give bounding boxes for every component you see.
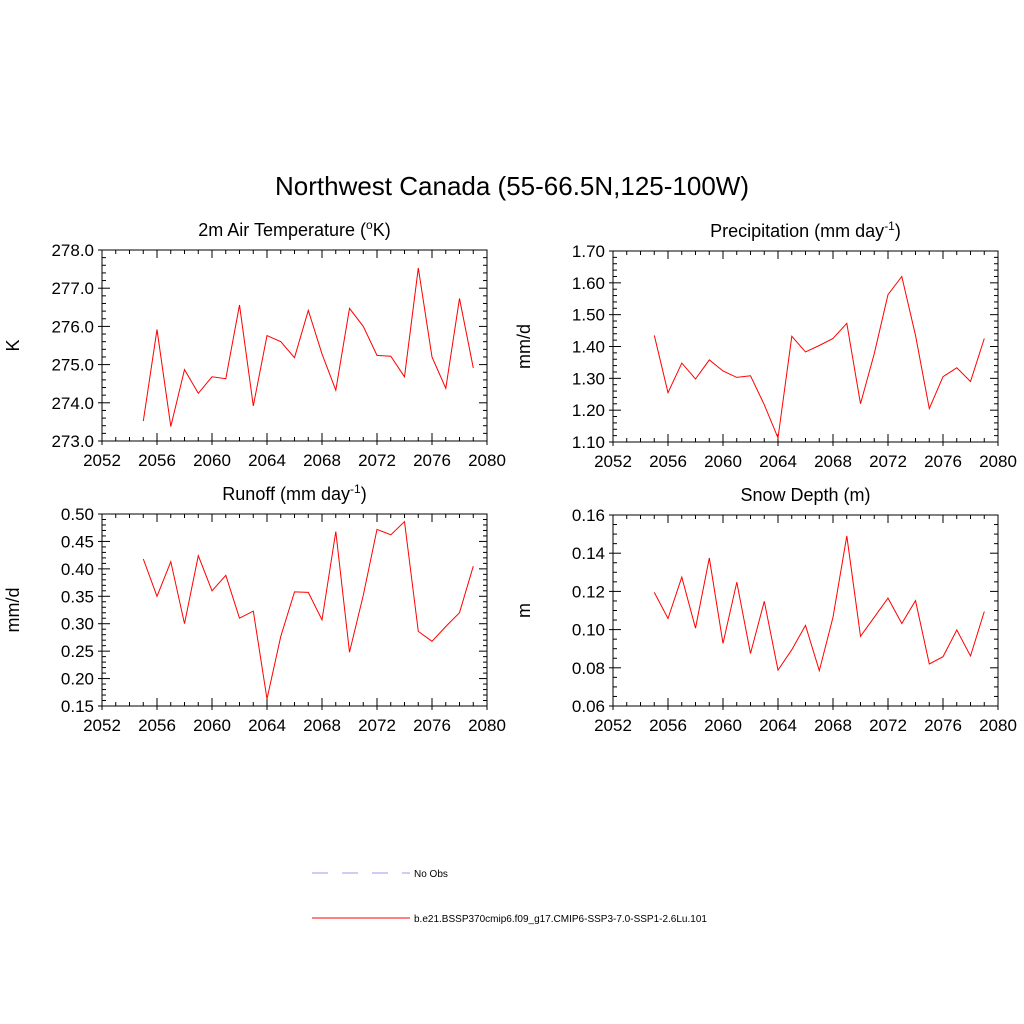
y-tick-label: 0.08 [572,659,605,678]
x-tick-label: 2056 [138,451,176,470]
x-tick-label: 2052 [594,452,632,471]
x-tick-label: 2056 [649,452,687,471]
series-line [142,267,474,427]
panel-precipitation: Precipitation (mm day-1) mm/d 2052 2056 2060… [514,219,1017,471]
x-tick-label: 2080 [979,452,1017,471]
y-tick-label: 1.40 [572,338,605,357]
x-tick-label: 2064 [248,451,286,470]
panel-title-suffix: K) [373,220,391,240]
panel-title-superscript: -1 [884,219,895,233]
y-tick-label: 0.12 [572,582,605,601]
x-tick-label: 2060 [704,716,742,735]
y-axis-label: mm/d [514,324,534,369]
x-tick-label: 2076 [924,452,962,471]
y-tick-label: 1.20 [572,401,605,420]
y-tick-label: 0.20 [61,670,94,689]
y-tick-label: 278.0 [51,241,94,260]
x-tick-label: 2068 [814,452,852,471]
y-tick-label: 276.0 [51,317,94,336]
x-tick-label: 2068 [814,716,852,735]
plot-frame [612,250,999,443]
x-tick-label: 2052 [83,451,121,470]
x-tick-label: 2072 [869,716,907,735]
panel-title-suffix: ) [361,484,367,504]
panel-title: 2m Air Temperature (oK) [198,218,390,240]
panel-title-text: Runoff (mm day [222,484,350,504]
x-tick-label: 2072 [358,716,396,735]
y-tick-label: 0.16 [572,506,605,525]
y-tick-label: 273.0 [51,432,94,451]
panel-title-superscript: -1 [350,482,361,496]
y-tick-label: 0.10 [572,621,605,640]
legend: No Obs b.e21.BSSP370cmip6.f09_g17.CMIP6-… [312,869,707,925]
x-tick-label: 2080 [979,716,1017,735]
panel-title: Snow Depth (m) [740,485,870,505]
panel-air-temperature: 2m Air Temperature (oK) K 2052 2056 2060 2064… [3,218,506,470]
y-tick-label: 1.30 [572,369,605,388]
y-tick-label: 0.40 [61,560,94,579]
panel-title-suffix: ) [895,221,901,241]
y-tick-label: 0.35 [61,587,94,606]
x-tick-label: 2072 [869,452,907,471]
y-tick-label: 1.50 [572,306,605,325]
series-line [653,535,985,673]
y-tick-label: 277.0 [51,279,94,298]
x-tick-label: 2072 [358,451,396,470]
y-axis-label: mm/d [3,588,23,633]
series-line [653,275,985,440]
series-line [142,520,474,700]
panel-title: Runoff (mm day-1) [222,482,366,504]
y-tick-label: 0.50 [61,505,94,524]
y-tick-label: 0.15 [61,697,94,716]
x-tick-label: 2068 [303,451,341,470]
legend-model-label: b.e21.BSSP370cmip6.f09_g17.CMIP6-SSP3-7.… [414,914,707,925]
y-tick-label: 0.30 [61,615,94,634]
x-tick-label: 2064 [759,452,797,471]
x-tick-label: 2060 [704,452,742,471]
x-tick-label: 2060 [193,451,231,470]
x-tick-label: 2064 [248,716,286,735]
panel-title-text: Snow Depth (m) [740,485,870,505]
x-tick-label: 2080 [468,716,506,735]
y-axis-label: K [3,339,23,351]
panel-snow-depth: Snow Depth (m) m 2052 2056 2060 2064 2068 2072 2… [514,485,1017,735]
x-tick-label: 2060 [193,716,231,735]
y-tick-label: 275.0 [51,356,94,375]
x-tick-label: 2076 [924,716,962,735]
y-tick-label: 0.14 [572,544,605,563]
panel-title-text: Precipitation (mm day [710,221,884,241]
legend-no-obs-label: No Obs [414,869,448,880]
y-tick-label: 0.45 [61,532,94,551]
x-tick-label: 2068 [303,716,341,735]
panel-title: Precipitation (mm day-1) [710,219,901,241]
panel-runoff: Runoff (mm day-1) mm/d 2052 2056 2060 2064 206… [3,482,506,735]
x-tick-label: 2064 [759,716,797,735]
x-tick-label: 2076 [413,716,451,735]
x-tick-label: 2052 [594,716,632,735]
y-tick-label: 0.25 [61,642,94,661]
y-axis-label: m [514,603,534,618]
panel-title-superscript: o [366,218,373,232]
y-tick-label: 274.0 [51,394,94,413]
x-tick-label: 2056 [138,716,176,735]
panel-title-text: 2m Air Temperature ( [198,220,366,240]
x-tick-label: 2076 [413,451,451,470]
y-tick-label: 0.06 [572,697,605,716]
y-tick-label: 1.10 [572,433,605,452]
y-tick-label: 1.70 [572,242,605,261]
x-tick-label: 2052 [83,716,121,735]
plot-frame [101,513,488,707]
y-tick-label: 1.60 [572,274,605,293]
x-tick-label: 2056 [649,716,687,735]
x-tick-label: 2080 [468,451,506,470]
figure-title: Northwest Canada (55-66.5N,125-100W) [275,171,749,201]
